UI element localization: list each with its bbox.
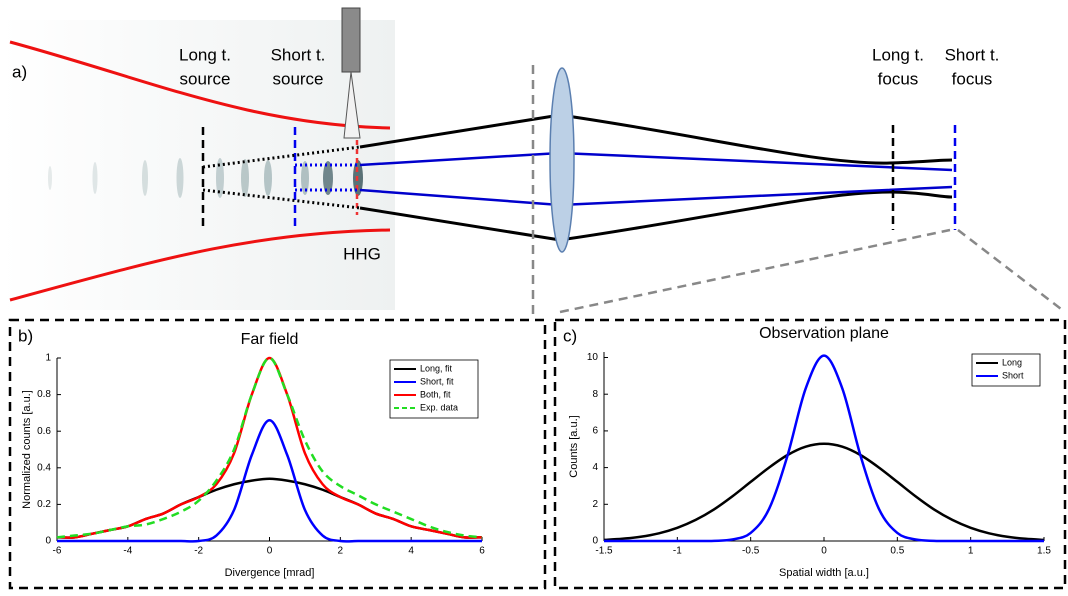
x-axis-label: Divergence [mrad] <box>225 567 315 579</box>
series-line <box>604 444 1044 540</box>
chart-title: Observation plane <box>759 325 889 342</box>
panel-label: b) <box>18 326 33 345</box>
projection-line <box>958 230 1065 312</box>
x-tick-label: 1 <box>968 546 974 557</box>
legend-label: Short, fit <box>420 376 454 386</box>
x-tick-label: 4 <box>408 546 414 557</box>
legend-label: Exp. data <box>420 402 458 412</box>
y-tick-label: 0 <box>45 536 51 547</box>
x-tick-label: -1 <box>673 546 682 557</box>
y-axis-label: Normalized counts [a.u.] <box>21 390 33 509</box>
diagram-label: Long t. <box>872 45 924 64</box>
short-beam <box>360 187 952 205</box>
y-tick-label: 0.8 <box>37 389 51 400</box>
x-tick-label: 0.5 <box>890 546 904 557</box>
panel-label: a) <box>12 62 27 81</box>
y-axis-label: Counts [a.u.] <box>568 415 580 477</box>
x-axis-label: Spatial width [a.u.] <box>779 567 869 579</box>
y-tick-label: 6 <box>592 426 598 437</box>
y-tick-label: 0.4 <box>37 462 51 473</box>
chart-title: Far field <box>241 331 299 348</box>
diagram: a) Long t. source Short t. source HHG Lo… <box>0 8 1065 318</box>
diagram-label: source <box>179 69 230 88</box>
lens <box>550 68 574 252</box>
long-beam <box>360 115 952 163</box>
x-tick-label: 6 <box>479 546 485 557</box>
y-tick-label: 4 <box>592 462 598 473</box>
diagram-label: Short t. <box>271 45 326 64</box>
x-tick-label: -1.5 <box>595 546 613 557</box>
y-tick-label: 8 <box>592 389 598 400</box>
projection-line <box>560 230 950 312</box>
y-tick-label: 0.2 <box>37 499 51 510</box>
figure: a) Long t. source Short t. source HHG Lo… <box>0 0 1068 591</box>
series-line <box>57 420 482 541</box>
x-tick-label: -0.5 <box>742 546 760 557</box>
panel-label: c) <box>563 326 577 345</box>
y-tick-label: 2 <box>592 499 598 510</box>
diagram-label: source <box>272 69 323 88</box>
x-tick-label: 0 <box>821 546 827 557</box>
legend-label: Short <box>1002 370 1024 380</box>
x-tick-label: 1.5 <box>1037 546 1051 557</box>
legend-label: Long <box>1002 357 1022 367</box>
long-beam <box>360 192 952 240</box>
legend-label: Long, fit <box>420 363 453 373</box>
y-tick-label: 0.6 <box>37 426 51 437</box>
diagram-label: Short t. <box>945 45 1000 64</box>
y-tick-label: 1 <box>45 353 51 364</box>
legend-label: Both, fit <box>420 389 451 399</box>
y-tick-label: 10 <box>587 352 599 363</box>
x-tick-label: -2 <box>194 546 203 557</box>
x-tick-label: -6 <box>53 546 62 557</box>
x-tick-label: -4 <box>123 546 132 557</box>
diagram-label: HHG <box>343 244 381 263</box>
x-tick-label: 0 <box>267 546 273 557</box>
y-tick-label: 0 <box>592 536 598 547</box>
x-tick-label: 2 <box>338 546 344 557</box>
diagram-label: Long t. <box>179 45 231 64</box>
diagram-label: focus <box>952 69 993 88</box>
gas-nozzle <box>342 8 360 72</box>
diagram-label: focus <box>878 69 919 88</box>
